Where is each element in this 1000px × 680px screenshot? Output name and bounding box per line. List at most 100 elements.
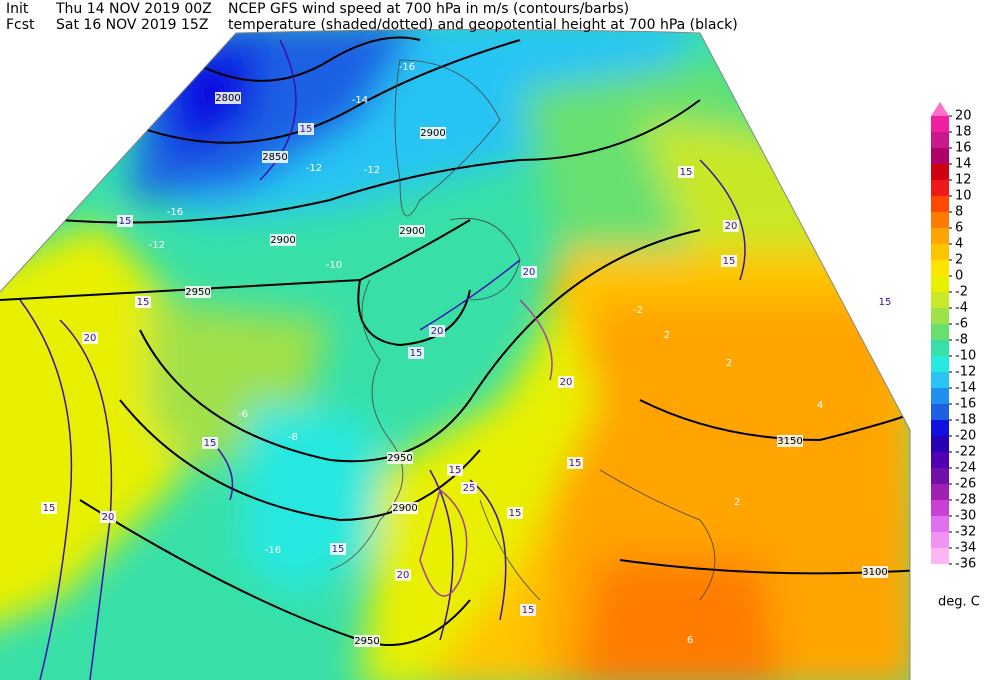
fcst-label: Fcst [6, 17, 35, 33]
colorbar-box [931, 228, 949, 244]
colorbar-label: -26 [955, 477, 976, 492]
colorbar-label: -36 [955, 557, 976, 572]
colorbar-box [931, 276, 949, 292]
colorbar-label: 16 [955, 141, 972, 156]
wind-label: 15 [137, 297, 150, 308]
height-label: 2900 [270, 235, 295, 246]
fcst-time: Sat 16 NOV 2019 15Z [56, 17, 208, 33]
map-labels: 2800 2850 2900 2900 2900 2950 2950 2900 2950 3150… [41, 62, 893, 647]
temp-label: -6 [238, 409, 248, 420]
map-border [0, 29, 911, 680]
wind-label: 25 [463, 483, 476, 494]
temp-label: -16 [167, 207, 183, 218]
label-background [447, 464, 463, 476]
label-background [215, 92, 241, 104]
colorbar-box [931, 324, 949, 340]
label-background [520, 604, 536, 616]
colorbar-box [931, 500, 949, 516]
wind-label: 15 [449, 465, 462, 476]
label-background [420, 127, 446, 139]
colorbar-box [931, 548, 949, 564]
label-background [721, 255, 737, 267]
height-label: 3100 [862, 567, 887, 578]
init-time: Thu 14 NOV 2019 00Z [55, 1, 212, 17]
colorbar-label: 6 [955, 221, 963, 236]
colorbar-label: -30 [955, 509, 976, 524]
wind-label: 20 [102, 512, 115, 523]
label-background [723, 220, 739, 232]
label-background [100, 511, 116, 523]
label-background [521, 266, 537, 278]
temp-label: 2 [734, 497, 740, 508]
colorbar-box [931, 516, 949, 532]
map-area [0, 29, 910, 680]
height-label: 2850 [262, 152, 287, 163]
label-background [862, 566, 888, 578]
label-background [429, 325, 445, 337]
colorbar-box [931, 116, 949, 132]
colorbar-box [931, 164, 949, 180]
colorbar-unit: deg. C [938, 595, 980, 610]
temp-label: -14 [352, 95, 368, 106]
wind-label: 20 [397, 570, 410, 581]
temp-label: -2 [633, 305, 643, 316]
colorbar-label: 20 [955, 109, 972, 124]
wind-label: 15 [723, 256, 736, 267]
label-background [507, 507, 523, 519]
height-label: 2800 [215, 93, 240, 104]
wind-label: 15 [569, 458, 582, 469]
colorbar-box [931, 132, 949, 148]
label-background [185, 286, 211, 298]
height-label: 2900 [392, 503, 417, 514]
label-background [387, 452, 413, 464]
label-background [877, 296, 893, 308]
label-background [41, 502, 57, 514]
title-line-2: temperature (shaded/dotted) and geopoten… [228, 17, 738, 33]
wind-label: 15 [204, 438, 217, 449]
colorbar-box [931, 372, 949, 388]
colorbar-box [931, 484, 949, 500]
height-label: 2900 [399, 226, 424, 237]
label-background [399, 225, 425, 237]
colorbar-box [931, 388, 949, 404]
label-background [82, 332, 98, 344]
coastlines [329, 59, 716, 601]
colorbar-box [931, 452, 949, 468]
label-background [354, 635, 380, 647]
label-background [202, 437, 218, 449]
colorbar-label: 12 [955, 173, 972, 188]
colorbar-box [931, 148, 949, 164]
colorbar-label: -34 [955, 541, 976, 556]
colorbar-box [931, 292, 949, 308]
label-background [408, 347, 424, 359]
colorbar-box [931, 308, 949, 324]
wind-label: 15 [522, 605, 535, 616]
temp-label: -12 [149, 240, 165, 251]
wind-label: 15 [300, 124, 313, 135]
wind-contours-strong [419, 299, 553, 597]
label-background [567, 457, 583, 469]
colorbar-label: 8 [955, 205, 963, 220]
wind-label: 15 [43, 503, 56, 514]
wind-label: 15 [410, 348, 423, 359]
colorbar-box [931, 356, 949, 372]
height-label: 3150 [777, 436, 802, 447]
colorbar-box [931, 436, 949, 452]
temp-label: -8 [288, 432, 298, 443]
colorbar-label: 18 [955, 125, 972, 140]
colorbar-box [931, 340, 949, 356]
height-label: 2950 [185, 287, 210, 298]
colorbar-label: 2 [955, 253, 963, 268]
colorbar-box [931, 468, 949, 484]
wind-label: 15 [509, 508, 522, 519]
wind-label: 15 [332, 544, 345, 555]
wind-label: 20 [431, 326, 444, 337]
colorbar-box [931, 212, 949, 228]
temp-label: 4 [817, 400, 823, 411]
wind-label: 20 [560, 377, 573, 388]
wind-label: 15 [879, 297, 892, 308]
label-background [135, 296, 151, 308]
colorbar-label: -14 [955, 381, 976, 396]
colorbar-label: 0 [955, 269, 963, 284]
